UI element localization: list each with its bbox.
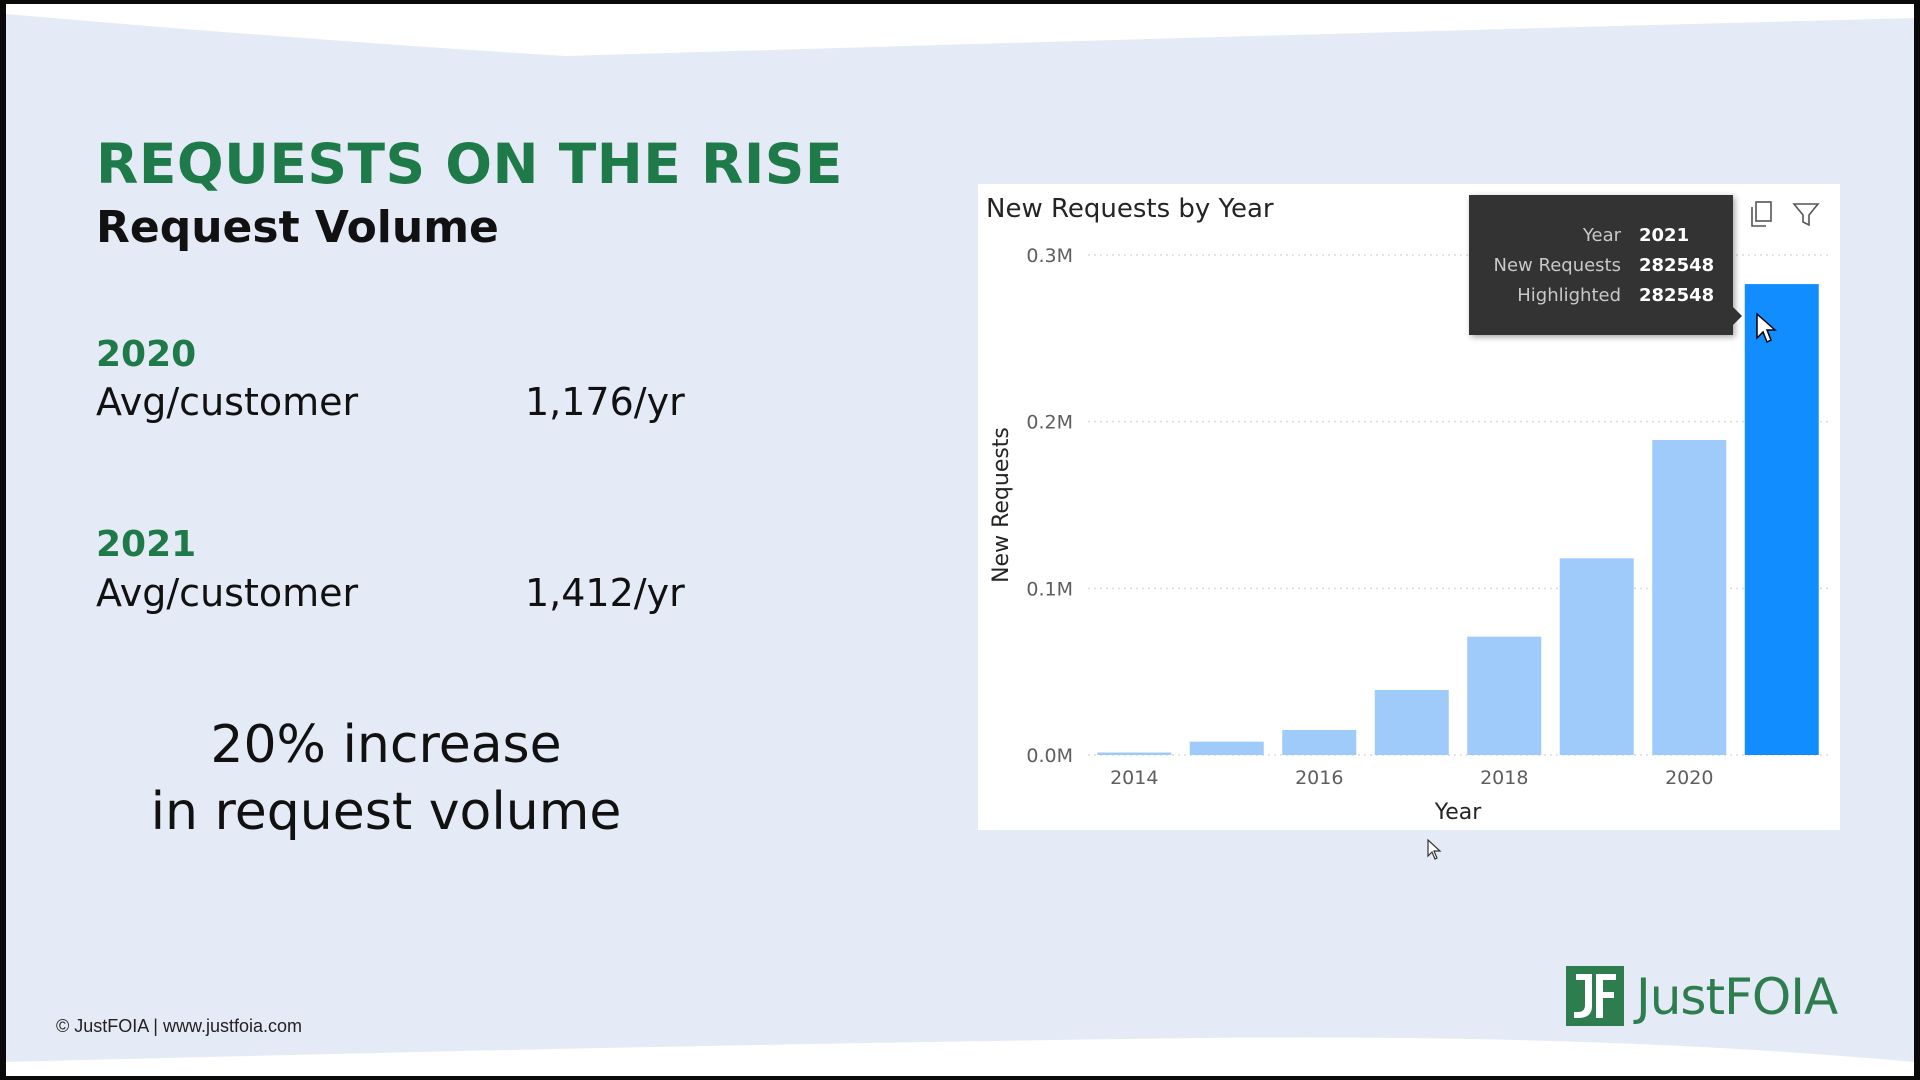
- increase-line-2: in request volume: [150, 782, 622, 842]
- y-tick-label: 0.1M: [1026, 578, 1073, 600]
- cursor-icon: [1755, 312, 1777, 349]
- bar: [1189, 741, 1264, 755]
- increase-line-1: 20% increase: [210, 715, 562, 775]
- y-tick-label: 0.3M: [1026, 245, 1073, 267]
- bar: [1652, 440, 1727, 755]
- background-wave: [6, 4, 1914, 1076]
- tooltip-row-new-requests: New Requests 282548: [1469, 255, 1733, 283]
- bar: [1744, 284, 1819, 755]
- chart-title: New Requests by Year: [986, 194, 1274, 224]
- y-axis-label: New Requests: [989, 427, 1014, 583]
- tooltip-key: Year: [1582, 225, 1621, 246]
- chart-tooltip: Year 2021 New Requests 282548 Highlighte…: [1469, 195, 1742, 335]
- tooltip-row-highlighted: Highlighted 282548: [1469, 285, 1733, 313]
- x-tick-label: 2014: [1110, 767, 1158, 789]
- stat-value-2020: 1,176/yr: [525, 380, 685, 424]
- stat-year-2021: 2021: [96, 524, 197, 565]
- copy-icon[interactable]: [1748, 200, 1774, 233]
- x-tick-label: 2020: [1665, 767, 1713, 789]
- tooltip-pointer: [1733, 307, 1742, 325]
- increase-callout: 20% increase in request volume: [96, 712, 676, 846]
- chart-card[interactable]: 0.0M 0.1M 0.2M 0.3M 2014 2016 2018 2020 Year New …: [978, 184, 1840, 830]
- slide-subtitle: Request Volume: [96, 202, 499, 253]
- tooltip-value: 282548: [1639, 285, 1715, 306]
- logo-text: JustFOIA: [1636, 968, 1838, 1026]
- tooltip-key: Highlighted: [1517, 285, 1621, 306]
- tooltip-key: New Requests: [1493, 255, 1621, 276]
- bar: [1467, 636, 1542, 755]
- y-tick-label: 0.2M: [1026, 412, 1073, 434]
- bar: [1282, 730, 1357, 755]
- x-tick-label: 2016: [1295, 767, 1343, 789]
- stat-value-2021: 1,412/yr: [525, 571, 685, 615]
- logo-mark-icon: [1566, 966, 1624, 1026]
- slide-title: REQUESTS ON THE RISE: [96, 132, 843, 196]
- stat-label-2021: Avg/customer: [96, 571, 359, 615]
- footer-copyright: © JustFOIA | www.justfoia.com: [56, 1016, 303, 1036]
- x-axis-label: Year: [1434, 800, 1483, 825]
- slide: REQUESTS ON THE RISE Request Volume 2020…: [6, 4, 1914, 1076]
- tooltip-row-year: Year 2021: [1469, 225, 1733, 253]
- filter-icon[interactable]: [1792, 200, 1820, 233]
- bar: [1559, 558, 1634, 755]
- stat-label-2020: Avg/customer: [96, 380, 359, 424]
- cursor-icon: [1426, 838, 1442, 867]
- bar: [1097, 752, 1172, 755]
- tooltip-value: 2021: [1639, 225, 1690, 246]
- justfoia-logo: JustFOIA: [1566, 966, 1866, 1030]
- tooltip-value: 282548: [1639, 255, 1715, 276]
- bar-chart: 0.0M 0.1M 0.2M 0.3M 2014 2016 2018 2020 Year New …: [989, 245, 1828, 825]
- stat-year-2020: 2020: [96, 334, 197, 375]
- y-tick-label: 0.0M: [1026, 745, 1073, 767]
- x-tick-label: 2018: [1480, 767, 1528, 789]
- bar: [1374, 690, 1449, 755]
